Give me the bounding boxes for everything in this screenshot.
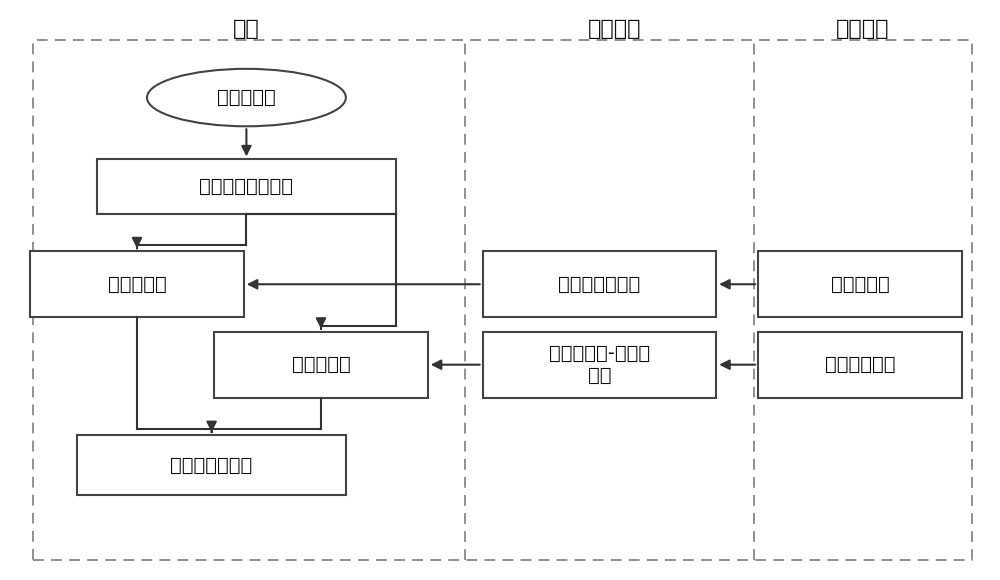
Text: 贝叶斯估计法: 贝叶斯估计法	[825, 355, 895, 374]
FancyBboxPatch shape	[483, 251, 716, 317]
FancyBboxPatch shape	[30, 251, 244, 317]
Text: 求解工具: 求解工具	[836, 19, 890, 39]
Text: 技术方法: 技术方法	[588, 19, 641, 39]
Text: 局部变化项: 局部变化项	[292, 355, 350, 374]
Text: 均値函数项: 均値函数项	[108, 275, 166, 293]
Ellipse shape	[147, 69, 346, 126]
Text: 模型: 模型	[233, 19, 260, 39]
FancyBboxPatch shape	[214, 332, 428, 398]
Text: 混合效应模型框架: 混合效应模型框架	[199, 177, 293, 196]
Text: 传感器数据: 传感器数据	[217, 88, 276, 107]
Text: 三维热力学模型: 三维热力学模型	[558, 275, 641, 293]
FancyBboxPatch shape	[758, 332, 962, 398]
FancyBboxPatch shape	[483, 332, 716, 398]
Text: 有限差分法: 有限差分法	[831, 275, 889, 293]
FancyBboxPatch shape	[97, 160, 396, 214]
FancyBboxPatch shape	[77, 435, 346, 495]
Text: 时空温度场估计: 时空温度场估计	[170, 456, 253, 474]
FancyBboxPatch shape	[758, 251, 962, 317]
Text: 高斯随机场-克里金
模型: 高斯随机场-克里金 模型	[549, 344, 650, 385]
